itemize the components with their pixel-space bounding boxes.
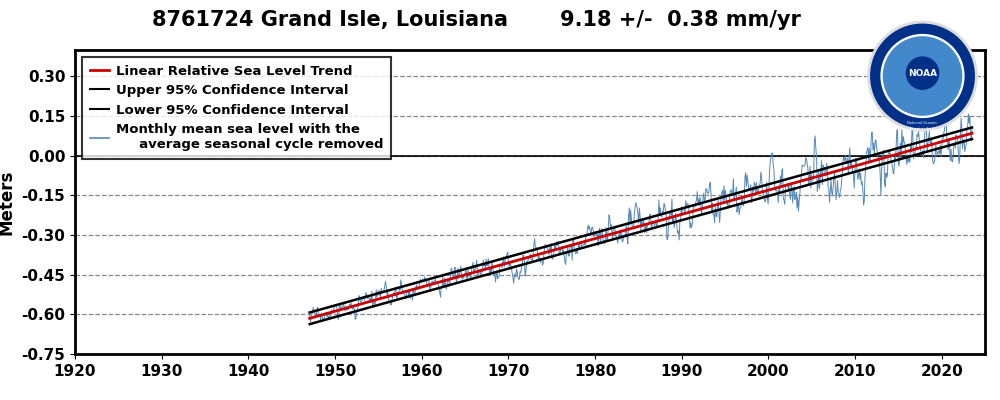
Text: National Oceanic: National Oceanic bbox=[907, 121, 938, 125]
Circle shape bbox=[871, 24, 974, 128]
Legend: Linear Relative Sea Level Trend, Upper 95% Confidence Interval, Lower 95% Confid: Linear Relative Sea Level Trend, Upper 9… bbox=[82, 56, 391, 159]
Circle shape bbox=[906, 57, 939, 89]
Circle shape bbox=[883, 37, 962, 115]
Circle shape bbox=[868, 21, 977, 131]
Text: Atmospheric Admin.: Atmospheric Admin. bbox=[908, 127, 936, 131]
Text: 9.18 +/-  0.38 mm/yr: 9.18 +/- 0.38 mm/yr bbox=[560, 10, 800, 30]
Circle shape bbox=[881, 34, 964, 118]
Y-axis label: Meters: Meters bbox=[0, 169, 16, 235]
Text: 8761724 Grand Isle, Louisiana: 8761724 Grand Isle, Louisiana bbox=[152, 10, 508, 30]
Text: NOAA: NOAA bbox=[908, 69, 937, 78]
